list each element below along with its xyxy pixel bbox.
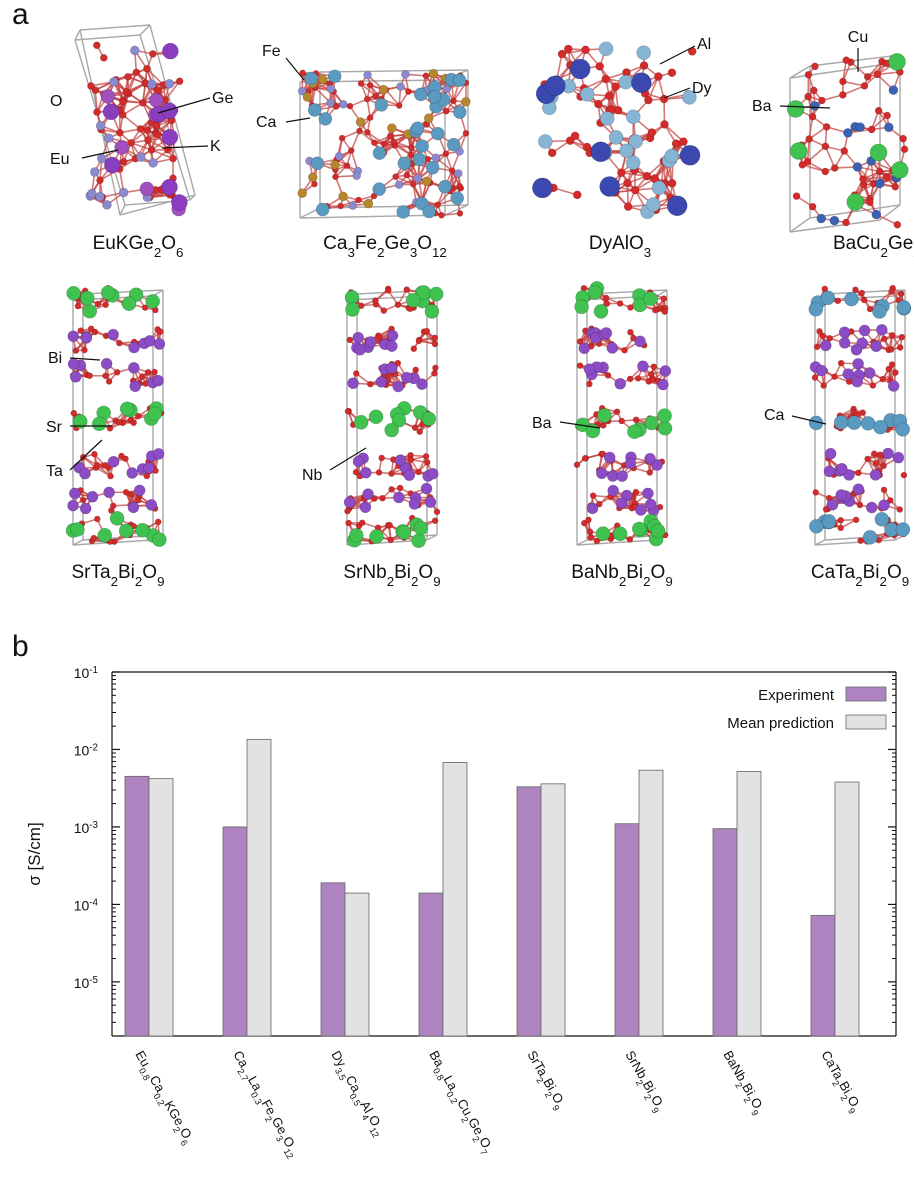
y-tick-label: 10-2 — [74, 742, 98, 759]
legend-label-1: Mean prediction — [727, 715, 834, 732]
atom-label-ta: Ta — [46, 463, 63, 480]
structure-label-cata2bi2o9: CaTa2Bi2O9 — [811, 562, 909, 589]
atom-label-ba: Ba — [752, 98, 772, 115]
structure-label-dyalo3: DyAlO3 — [589, 233, 651, 260]
structure-banb2bi2o9: Ba — [532, 281, 673, 547]
atom-label-fe: Fe — [262, 43, 281, 60]
bar-mean-prediction-2 — [344, 892, 370, 1037]
y-tick-label: 10-5 — [74, 974, 99, 991]
structure-srta2bi2o9: Bi Sr Ta — [46, 284, 167, 547]
bar-experiment-3 — [418, 892, 444, 1037]
structure-cata2bi2o9: Ca — [764, 284, 912, 546]
structure-srnb2bi2o9: Nb — [302, 285, 444, 549]
atom-label-dy: Dy — [692, 80, 712, 97]
x-category-label-2: Dy3.5Ca0.5Al4O12 — [325, 1048, 389, 1140]
atom-label-cu: Cu — [848, 29, 868, 46]
y-tick-label: 10-1 — [74, 665, 98, 682]
x-category-label-4: SrTa2Bi2O9 — [521, 1048, 569, 1113]
structure-ca3fe2ge3o12: Fe Ca — [256, 43, 471, 219]
x-category-label-5: SrNb2Bi2O9 — [619, 1048, 669, 1115]
bar-experiment-2 — [320, 882, 346, 1037]
y-tick-label: 10-4 — [74, 897, 99, 914]
structure-label-bacu2ge2o7: BaCu2Ge2O7 — [833, 233, 914, 260]
bar-experiment-5 — [614, 823, 640, 1037]
structure-label-eukge2o6: EuKGe2O6 — [93, 233, 184, 260]
atom-label-ca-2: Ca — [764, 407, 785, 424]
x-category-label-0: Eu0.8Ca0.2KGe2O6 — [129, 1048, 198, 1148]
x-category-label-6: BaNb2Bi2O9 — [717, 1048, 768, 1118]
x-category-label-7: CaTa2Bi2O9 — [815, 1048, 865, 1116]
x-category-label-1: Ca2.7La0.3Fe2Ge3O12 — [227, 1048, 303, 1161]
structure-label-ca3fe2ge3o12: Ca3Fe2Ge3O12 — [323, 233, 447, 260]
bar-mean-prediction-1 — [246, 738, 272, 1037]
legend-swatch-1 — [845, 714, 887, 730]
atom-label-bi: Bi — [48, 350, 62, 367]
crystal-structures-panel: O Ge Eu K EuKGe2O6 Fe Ca Ca3Fe2Ge3O12 Al Dy DyAlO3… — [46, 24, 914, 589]
bar-mean-prediction-5 — [638, 769, 664, 1037]
atom-label-ca: Ca — [256, 114, 277, 131]
bar-mean-prediction-4 — [540, 783, 566, 1037]
atom-label-ba-2: Ba — [532, 415, 552, 432]
bar-experiment-0 — [124, 775, 150, 1037]
atom-label-ge: Ge — [212, 90, 233, 107]
structure-eukge2o6: O Ge Eu K — [50, 24, 233, 217]
bar-experiment-4 — [516, 786, 542, 1037]
structure-label-banb2bi2o9: BaNb2Bi2O9 — [571, 562, 672, 589]
y-tick-label: 10-3 — [74, 819, 99, 836]
panel-a-letter: a — [12, 0, 29, 31]
bar-experiment-1 — [222, 826, 248, 1037]
bar-mean-prediction-6 — [736, 771, 762, 1037]
bar-mean-prediction-7 — [834, 781, 860, 1037]
atom-label-sr: Sr — [46, 419, 63, 436]
bar-experiment-7 — [810, 915, 836, 1037]
atom-label-nb: Nb — [302, 467, 323, 484]
panel-b-letter: b — [12, 630, 29, 663]
x-category-label-3: Ba0.8La0.2Cu2Ge2O7 — [423, 1048, 497, 1157]
bar-mean-prediction-0 — [148, 778, 174, 1037]
structure-label-srta2bi2o9: SrTa2Bi2O9 — [72, 562, 165, 589]
legend-swatch-0 — [845, 686, 887, 702]
atom-label-k: K — [210, 138, 221, 155]
atom-label-al: Al — [697, 36, 711, 53]
atom-label-o: O — [50, 93, 62, 110]
atom-label-eu: Eu — [50, 151, 70, 168]
structure-dyalo3: Al Dy — [532, 36, 712, 220]
bar-experiment-6 — [712, 828, 738, 1037]
legend-label-0: Experiment — [758, 687, 835, 704]
structure-label-srnb2bi2o9: SrNb2Bi2O9 — [343, 562, 440, 589]
y-axis-title: σ [S/cm] — [25, 822, 44, 885]
structure-bacu2ge2o7: Cu Ba — [752, 29, 909, 233]
bar-mean-prediction-3 — [442, 762, 468, 1037]
